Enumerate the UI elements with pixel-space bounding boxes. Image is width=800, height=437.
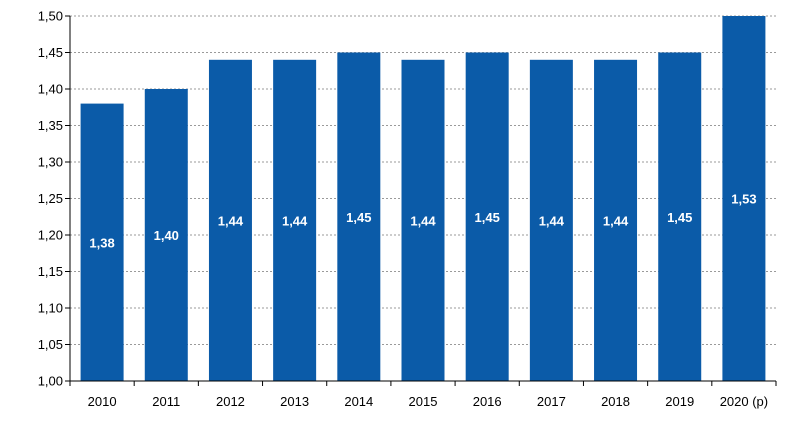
bar <box>465 52 509 381</box>
bar <box>722 16 766 381</box>
y-axis-ticks: 1,00 1,05 1,10 1,15 1,20 1,25 1,30 1,35 1,40 1,45… <box>38 9 70 389</box>
bar <box>337 52 381 381</box>
x-tick-label: 2011 <box>152 394 180 409</box>
data-label: 1,44 <box>603 213 629 228</box>
y-tick-label: 1,35 <box>38 118 63 133</box>
y-tick-label: 1,10 <box>38 301 63 316</box>
bar <box>80 103 124 381</box>
data-label: 1,44 <box>539 213 565 228</box>
x-tick-label: 2012 <box>216 394 245 409</box>
bar <box>401 59 445 382</box>
bar <box>594 59 638 382</box>
x-tick-label: 2015 <box>409 394 438 409</box>
data-labels: 1,38 1,40 1,44 1,44 1,45 1,44 1,45 1,44 1,44 1,45… <box>89 192 756 251</box>
bar <box>144 89 188 381</box>
bar <box>658 52 702 381</box>
data-label: 1,45 <box>346 210 371 225</box>
x-tick-label: 2010 <box>88 394 117 409</box>
bar <box>208 59 252 382</box>
data-label: 1,45 <box>667 210 692 225</box>
y-tick-label: 1,15 <box>38 264 63 279</box>
y-tick-label: 1,40 <box>38 82 63 97</box>
x-tick-label: 2020 (p) <box>720 394 768 409</box>
data-label: 1,38 <box>89 235 114 250</box>
y-tick-label: 1,50 <box>38 9 63 24</box>
data-label: 1,44 <box>410 213 436 228</box>
bars <box>80 16 766 382</box>
x-tick-label: 2018 <box>601 394 630 409</box>
y-tick-label: 1,00 <box>38 374 63 389</box>
data-label: 1,44 <box>218 213 244 228</box>
bar <box>273 59 317 382</box>
data-label: 1,53 <box>731 192 756 207</box>
x-tick-label: 2019 <box>665 394 694 409</box>
y-tick-label: 1,45 <box>38 45 63 60</box>
data-label: 1,40 <box>154 228 179 243</box>
x-tick-label: 2016 <box>473 394 502 409</box>
y-tick-label: 1,20 <box>38 228 63 243</box>
data-label: 1,45 <box>475 210 500 225</box>
x-tick-label: 2013 <box>280 394 309 409</box>
x-axis-ticks: 2010 2011 2012 2013 2014 2015 2016 2017 2018 2019… <box>69 381 777 409</box>
y-tick-label: 1,05 <box>38 337 63 352</box>
bar <box>529 59 573 382</box>
y-tick-label: 1,30 <box>38 155 63 170</box>
data-label: 1,44 <box>282 213 308 228</box>
y-tick-label: 1,25 <box>38 191 63 206</box>
x-tick-label: 2017 <box>537 394 566 409</box>
x-tick-label: 2014 <box>344 394 373 409</box>
